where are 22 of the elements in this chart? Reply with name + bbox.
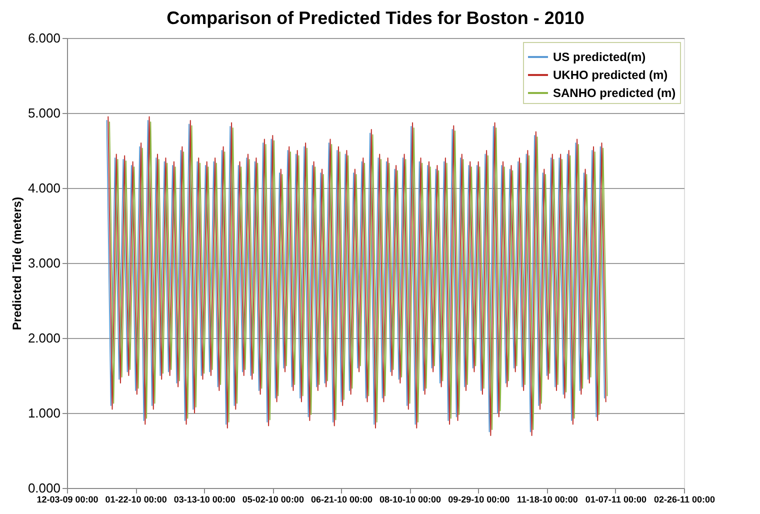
x-tick-label: 02-26-11 00:00 [654, 494, 716, 504]
y-tick-label: 6.000 [28, 30, 60, 46]
legend-label: US predicted(m) [553, 50, 646, 64]
x-tick-label: 01-22-10 00:00 [105, 494, 167, 504]
x-tick-label: 08-10-10 00:00 [380, 494, 442, 504]
y-tick-label: 0.000 [28, 480, 60, 496]
legend-label: UKHO predicted (m) [553, 68, 668, 82]
y-tick-label: 5.000 [28, 106, 60, 120]
x-tick-label: 01-07-11 00:00 [585, 494, 646, 504]
x-tick-label: 09-29-10 00:00 [448, 494, 510, 504]
x-tick-label: 03-13-10 00:00 [174, 494, 236, 504]
x-tick-label: 05-02-10 00:00 [242, 494, 304, 504]
y-tick-label: 4.000 [28, 180, 60, 196]
x-tick-label: 11-18-10 00:00 [516, 494, 578, 504]
y-tick-label: 1.000 [28, 406, 60, 420]
x-tick-label: 12-03-09 00:00 [36, 494, 98, 504]
legend-label: SANHO predicted (m) [553, 86, 676, 100]
chart-title: Comparison of Predicted Tides for Boston - 2010 [166, 8, 584, 28]
x-tick-label: 06-21-10 00:00 [310, 494, 372, 504]
y-axis-title: Predicted Tide (meters) [10, 196, 24, 330]
y-tick-label: 3.000 [28, 256, 60, 270]
y-tick-label: 2.000 [28, 330, 60, 346]
